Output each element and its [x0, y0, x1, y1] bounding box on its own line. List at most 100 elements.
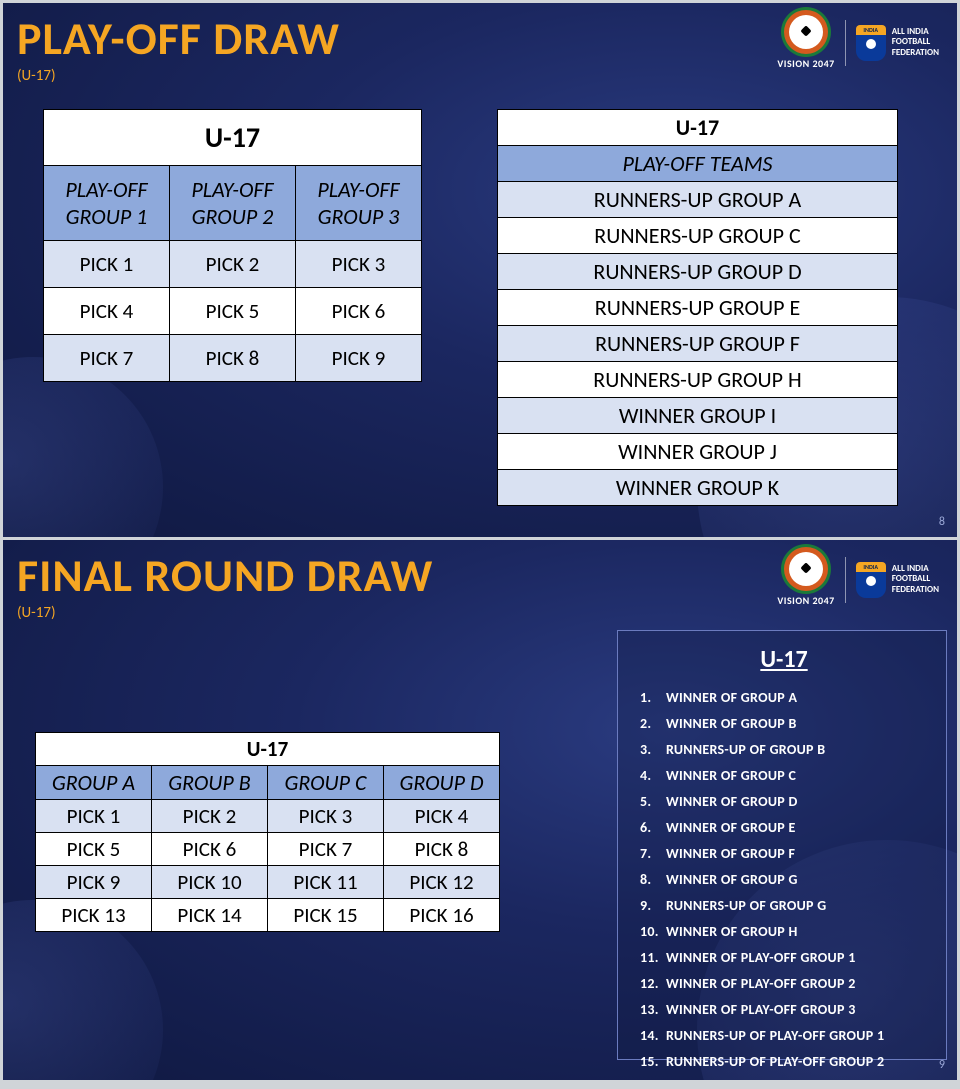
cell: RUNNERS-UP GROUP A: [498, 182, 898, 218]
cell: WINNER GROUP J: [498, 434, 898, 470]
table-row: WINNER GROUP J: [498, 434, 898, 470]
table-row: WINNER GROUP K: [498, 470, 898, 506]
table-row: RUNNERS-UP GROUP H: [498, 362, 898, 398]
cell: RUNNERS-UP GROUP E: [498, 290, 898, 326]
cell: PICK 16: [384, 899, 500, 932]
table-title: U-17: [36, 733, 500, 766]
cell: PICK 4: [44, 288, 170, 335]
table-title: U-17: [44, 110, 422, 166]
aiff-line: FEDERATION: [892, 585, 939, 595]
table-row: PICK 1 PICK 2 PICK 3 PICK 4: [36, 800, 500, 833]
cell: PICK 12: [384, 866, 500, 899]
playoff-teams-table: U-17 PLAY-OFF TEAMS RUNNERS-UP GROUP A R…: [497, 109, 898, 506]
list-item: WINNER OF GROUP G: [640, 866, 928, 892]
column-header: PLAY-OFF GROUP 3: [296, 166, 422, 241]
vision-2047-logo: VISION 2047: [777, 15, 834, 70]
table-row: RUNNERS-UP GROUP D: [498, 254, 898, 290]
table-row: RUNNERS-UP GROUP F: [498, 326, 898, 362]
aiff-shield-icon: INDIA: [856, 25, 886, 61]
cell: WINNER GROUP I: [498, 398, 898, 434]
logo-divider: [845, 557, 846, 603]
table-row: PICK 9 PICK 10 PICK 11 PICK 12: [36, 866, 500, 899]
table-row: RUNNERS-UP GROUP A: [498, 182, 898, 218]
cell: RUNNERS-UP GROUP H: [498, 362, 898, 398]
list-item: RUNNERS-UP OF GROUP G: [640, 892, 928, 918]
list-item: WINNER OF GROUP F: [640, 840, 928, 866]
column-header: GROUP D: [384, 766, 500, 800]
slide-title: FINAL ROUND DRAW: [17, 548, 433, 604]
list-item: WINNER OF GROUP E: [640, 814, 928, 840]
vision-text: VISION 2047: [777, 57, 834, 70]
aiff-badge-text: INDIA: [856, 25, 886, 35]
cell: PICK 1: [36, 800, 152, 833]
slide-subtitle: (U-17): [17, 604, 56, 622]
cell: PICK 5: [36, 833, 152, 866]
slide-subtitle: (U-17): [17, 67, 56, 85]
table-row: WINNER GROUP I: [498, 398, 898, 434]
cell: PICK 3: [296, 241, 422, 288]
list-item: WINNER OF GROUP H: [640, 918, 928, 944]
list-item: WINNER OF PLAY-OFF GROUP 3: [640, 996, 928, 1022]
table-subheading: PLAY-OFF TEAMS: [498, 146, 898, 182]
vision-text: VISION 2047: [777, 594, 834, 607]
cell: PICK 7: [44, 335, 170, 382]
list-item: RUNNERS-UP OF PLAY-OFF GROUP 3: [640, 1074, 928, 1080]
cell: PICK 2: [170, 241, 296, 288]
football-icon: [789, 552, 823, 586]
cell: PICK 10: [152, 866, 268, 899]
table-row: PICK 13 PICK 14 PICK 15 PICK 16: [36, 899, 500, 932]
cell: PICK 3: [268, 800, 384, 833]
list-item: WINNER OF PLAY-OFF GROUP 1: [640, 944, 928, 970]
qualifiers-panel: U-17 WINNER OF GROUP A WINNER OF GROUP B…: [617, 630, 947, 1060]
table-row: PICK 5 PICK 6 PICK 7 PICK 8: [36, 833, 500, 866]
table-row: PICK 1 PICK 2 PICK 3: [44, 241, 422, 288]
logo-block: VISION 2047 INDIA ALL INDIA FOOTBALL FED…: [777, 15, 939, 70]
aiff-name: ALL INDIA FOOTBALL FEDERATION: [892, 564, 939, 595]
table-row: RUNNERS-UP GROUP E: [498, 290, 898, 326]
column-header: PLAY-OFF GROUP 2: [170, 166, 296, 241]
column-header: GROUP A: [36, 766, 152, 800]
cell: PICK 2: [152, 800, 268, 833]
cell: PICK 13: [36, 899, 152, 932]
vision-2047-logo: VISION 2047: [777, 552, 834, 607]
page-number: 8: [939, 515, 945, 529]
cell: PICK 15: [268, 899, 384, 932]
table-row: PICK 4 PICK 5 PICK 6: [44, 288, 422, 335]
final-groups-table: U-17 GROUP A GROUP B GROUP C GROUP D PIC…: [35, 732, 500, 932]
cell: PICK 4: [384, 800, 500, 833]
cell: WINNER GROUP K: [498, 470, 898, 506]
aiff-logo: INDIA ALL INDIA FOOTBALL FEDERATION: [856, 562, 939, 598]
list-item: RUNNERS-UP OF PLAY-OFF GROUP 1: [640, 1022, 928, 1048]
cell: PICK 14: [152, 899, 268, 932]
slide-final-round-draw: FINAL ROUND DRAW (U-17) VISION 2047 INDI…: [3, 540, 957, 1080]
column-header: PLAY-OFF GROUP 1: [44, 166, 170, 241]
cell: PICK 6: [296, 288, 422, 335]
aiff-logo: INDIA ALL INDIA FOOTBALL FEDERATION: [856, 25, 939, 61]
cell: PICK 5: [170, 288, 296, 335]
aiff-name: ALL INDIA FOOTBALL FEDERATION: [892, 27, 939, 58]
logo-block: VISION 2047 INDIA ALL INDIA FOOTBALL FED…: [777, 552, 939, 607]
cell: PICK 7: [268, 833, 384, 866]
slide-title: PLAY-OFF DRAW: [17, 11, 340, 67]
playoff-groups-table: U-17 PLAY-OFF GROUP 1 PLAY-OFF GROUP 2 P…: [43, 109, 422, 382]
list-item: RUNNERS-UP OF PLAY-OFF GROUP 2: [640, 1048, 928, 1074]
column-header: GROUP B: [152, 766, 268, 800]
cell: RUNNERS-UP GROUP C: [498, 218, 898, 254]
slide-playoff-draw: PLAY-OFF DRAW (U-17) VISION 2047 INDIA A…: [3, 3, 957, 537]
cell: PICK 8: [170, 335, 296, 382]
list-item: RUNNERS-UP OF GROUP B: [640, 736, 928, 762]
aiff-line: FEDERATION: [892, 48, 939, 58]
list-item: WINNER OF GROUP A: [640, 684, 928, 710]
cell: RUNNERS-UP GROUP F: [498, 326, 898, 362]
list-item: WINNER OF GROUP D: [640, 788, 928, 814]
logo-divider: [845, 20, 846, 66]
cell: PICK 9: [296, 335, 422, 382]
table-title: U-17: [498, 110, 898, 146]
list-item: WINNER OF GROUP B: [640, 710, 928, 736]
table-row: RUNNERS-UP GROUP C: [498, 218, 898, 254]
aiff-badge-text: INDIA: [856, 562, 886, 572]
cell: PICK 11: [268, 866, 384, 899]
decorative-circle: [3, 357, 163, 537]
qualifiers-list: WINNER OF GROUP A WINNER OF GROUP B RUNN…: [640, 684, 928, 1080]
football-icon: [789, 15, 823, 49]
